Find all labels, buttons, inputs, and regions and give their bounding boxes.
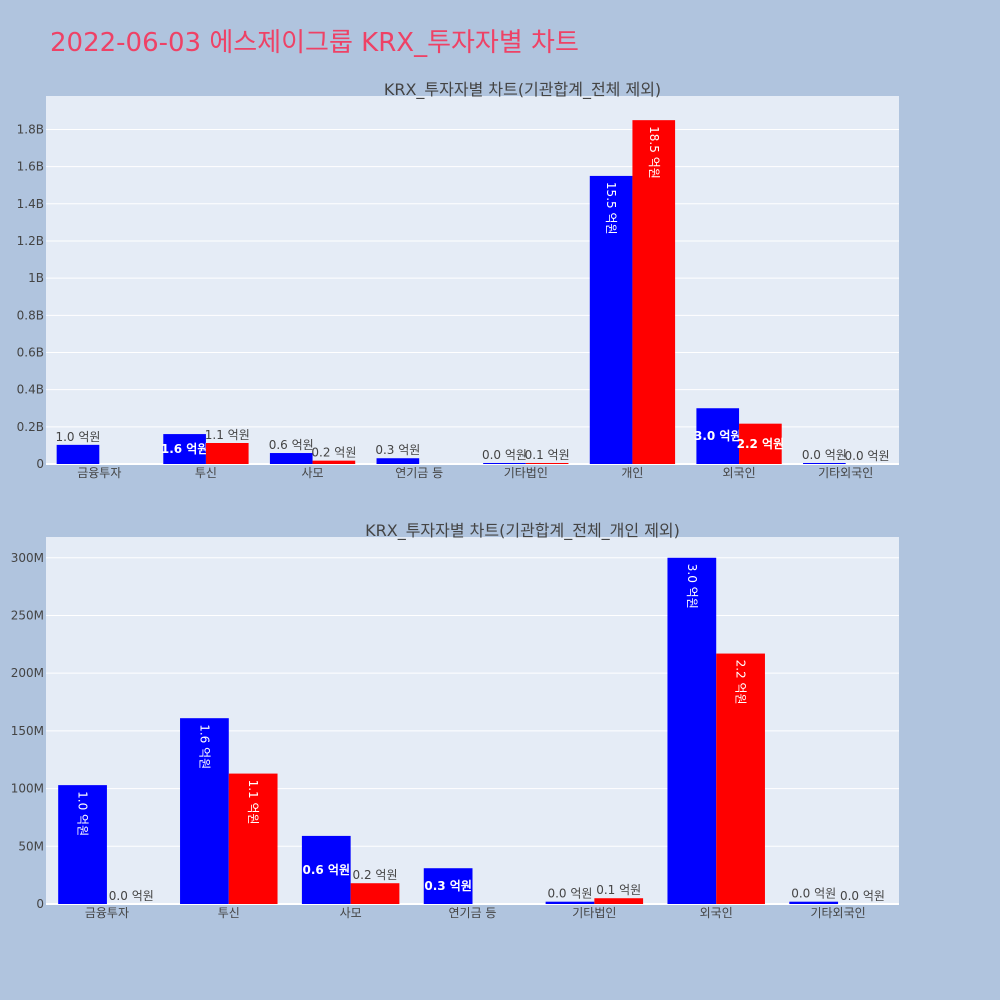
data-label: 1.0 억원 xyxy=(55,430,100,444)
bar xyxy=(269,453,313,464)
y-tick-label: 0.4B xyxy=(17,383,44,397)
data-label: 0.3 억원 xyxy=(375,443,420,457)
chart-1: 0 0.2B 0.4B 0.6B 0.8B 1B 1.2B 1.4B 1.6B 1.8B KRX_투… xyxy=(17,80,899,480)
data-label: 0.6 억원 xyxy=(303,863,351,877)
x-tick-label: 외국인 xyxy=(723,466,756,480)
data-label: 0.0 억원 xyxy=(547,887,592,901)
x-tick-label: 연기금 등 xyxy=(395,466,443,480)
bar xyxy=(594,898,644,904)
data-label: 0.1 억원 xyxy=(596,883,641,897)
y-tick-label: 1.8B xyxy=(17,122,44,136)
data-label: 0.0 억원 xyxy=(109,889,154,903)
bar xyxy=(483,463,526,464)
data-label: 2.2 억원 xyxy=(737,437,785,451)
bar xyxy=(228,773,278,904)
data-label: 15.5 억원 xyxy=(604,182,618,235)
y-tick-label: 0.8B xyxy=(17,308,44,322)
bar xyxy=(376,458,420,464)
y-tick-label: 50M xyxy=(18,839,44,853)
data-label: 0.3 억원 xyxy=(424,879,472,893)
bar xyxy=(632,120,676,464)
bar xyxy=(58,785,107,904)
bar xyxy=(716,653,765,904)
data-label: 0.6 억원 xyxy=(269,438,314,452)
x-tick-label: 금융투자 xyxy=(85,906,129,920)
y-tick-label: 1.4B xyxy=(17,197,44,211)
y-tick-label: 100M xyxy=(11,782,44,796)
bar xyxy=(789,901,839,904)
bar xyxy=(525,463,569,464)
data-label: 2.2 억원 xyxy=(734,660,748,705)
bar xyxy=(667,557,717,904)
x-tick-label: 개인 xyxy=(621,466,643,480)
data-label: 1.1 억원 xyxy=(205,428,250,442)
data-label: 0.2 억원 xyxy=(353,868,398,882)
data-label: 1.0 억원 xyxy=(76,791,90,836)
bar xyxy=(301,835,351,904)
y-tick-label: 1.6B xyxy=(17,160,44,174)
y-tick-label: 0.6B xyxy=(17,345,44,359)
data-label: 1.6 억원 xyxy=(161,442,209,456)
bar xyxy=(180,718,229,904)
data-label: 3.0 억원 xyxy=(685,564,699,609)
bar xyxy=(350,883,400,904)
chart-title: KRX_투자자별 차트(기관합계_전체_개인 제외) xyxy=(365,521,680,541)
x-tick-label: 사모 xyxy=(302,466,324,480)
x-tick-label: 투신 xyxy=(195,466,217,480)
bar xyxy=(56,444,100,464)
bar xyxy=(312,460,356,464)
x-tick-label: 기타외국인 xyxy=(818,466,873,480)
data-label: 1.1 억원 xyxy=(246,780,260,825)
x-tick-label: 사모 xyxy=(340,906,362,920)
data-label: 0.1 억원 xyxy=(525,448,570,462)
plot-area xyxy=(46,96,899,464)
y-tick-label: 150M xyxy=(11,724,44,738)
data-label: 3.0 억원 xyxy=(694,429,742,443)
data-label: 0.0 억원 xyxy=(802,448,847,462)
bar xyxy=(589,175,633,464)
y-tick-label: 200M xyxy=(11,666,44,680)
bar xyxy=(739,423,782,464)
data-label: 1.6 억원 xyxy=(197,724,211,769)
bar xyxy=(696,408,740,464)
data-label: 0.0 억원 xyxy=(845,449,890,463)
y-tick-label: 300M xyxy=(11,551,44,565)
plot-area xyxy=(46,537,899,904)
x-tick-label: 투신 xyxy=(218,906,240,920)
data-label: 18.5 억원 xyxy=(647,126,661,179)
y-tick-label: 0.2B xyxy=(17,420,44,434)
bar xyxy=(803,463,846,464)
x-tick-label: 기타법인 xyxy=(572,906,616,920)
data-label: 0.0 억원 xyxy=(482,448,527,462)
x-tick-label: 기타법인 xyxy=(504,466,548,480)
data-label: 0.0 억원 xyxy=(840,889,885,903)
y-tick-label: 250M xyxy=(11,608,44,622)
x-tick-label: 기타외국인 xyxy=(810,906,865,920)
x-tick-label: 금융투자 xyxy=(77,466,121,480)
bar xyxy=(545,901,595,904)
chart-2: 0 50M 100M 150M 200M 250M 300M KRX_투자자별 차트(기관합계… xyxy=(11,521,899,920)
x-tick-label: 연기금 등 xyxy=(449,906,497,920)
bar xyxy=(205,442,249,464)
x-tick-label: 외국인 xyxy=(700,906,733,920)
data-label: 0.2 억원 xyxy=(311,446,356,460)
data-label: 0.0 억원 xyxy=(791,887,836,901)
page-title: 2022-06-03 에스제이그룹 KRX_투자자별 차트 xyxy=(50,28,579,58)
y-tick-label: 1.2B xyxy=(17,234,44,248)
bar xyxy=(163,434,206,464)
y-tick-label: 1B xyxy=(28,271,44,285)
y-tick-label: 0 xyxy=(36,897,44,911)
y-tick-label: 0 xyxy=(36,457,44,471)
chart-title: KRX_투자자별 차트(기관합계_전체 제외) xyxy=(384,80,661,100)
bar xyxy=(423,868,473,904)
